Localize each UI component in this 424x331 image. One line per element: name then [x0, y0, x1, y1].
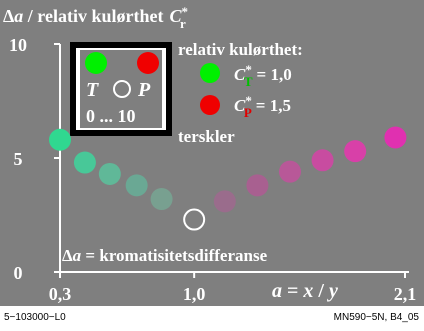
title-var: a — [14, 6, 23, 26]
inset-label-left: T — [86, 79, 99, 101]
footer-right: MN590−5N, B4_05 — [334, 312, 420, 323]
data-point-4 — [150, 188, 173, 211]
legend-p-sup: * — [245, 93, 252, 108]
data-point-5 — [183, 208, 206, 231]
annotation-delta: Δ — [62, 246, 73, 265]
legend-heading: relativ kulørthet: — [178, 40, 303, 59]
legend-entry-p: C* P = 1,5 — [234, 93, 291, 120]
data-point-8 — [279, 160, 301, 183]
legend-swatch-p — [200, 95, 220, 115]
x-tick-label: 0,3 — [49, 284, 72, 304]
footer-left: 5−103000−L0 — [4, 312, 66, 323]
delta-a-annotation: Δa = kromatisitetsdifferanse — [62, 246, 268, 265]
legend-footer: terskler — [178, 127, 235, 146]
xlabel-y: y — [327, 280, 338, 302]
data-point-10 — [344, 140, 367, 163]
title-sub: r — [180, 16, 186, 31]
legend-t-sub: T — [244, 74, 253, 89]
inset-swatch-left — [85, 52, 107, 74]
xaxis-label: a = x / y — [272, 280, 338, 302]
xlabel-x: x — [302, 280, 313, 302]
xlabel-slash: / — [313, 280, 329, 302]
data-point-2 — [98, 162, 121, 185]
inset-swatch-right — [137, 52, 159, 74]
legend-t-sup: * — [245, 62, 252, 77]
x-tick-label: 1,0 — [183, 284, 206, 304]
title-text: / relativ kulørthet — [23, 6, 163, 26]
annotation-var: a — [73, 246, 82, 265]
legend-p-sub: P — [244, 105, 252, 120]
data-series — [49, 126, 407, 231]
data-point-6 — [213, 190, 236, 213]
y-tick-label: 0 — [14, 263, 23, 283]
legend-swatch-t — [200, 63, 220, 83]
legend-t-sym: C — [234, 65, 246, 84]
title-sym: C — [169, 6, 182, 26]
legend-p-sym: C — [234, 96, 246, 115]
legend-entry-t: C* T = 1,0 — [234, 62, 292, 89]
x-tick-label: 2,1 — [394, 284, 417, 304]
xlabel-a: a — [272, 280, 282, 302]
data-point-3 — [125, 174, 148, 197]
xlabel-eq: = — [282, 280, 303, 302]
threshold-inset: T P 0 ... 10 — [70, 42, 172, 136]
inset-label-right: P — [137, 79, 151, 101]
legend-t-eq: = 1,0 — [257, 65, 292, 84]
data-point-11 — [384, 126, 407, 149]
inset-center-circle — [113, 80, 131, 98]
data-point-7 — [246, 174, 269, 197]
axes: 0 5 10 0,3 1,0 2,1 — [9, 35, 416, 304]
title-delta: Δ — [3, 6, 14, 26]
chart-title: Δa / relativ kulørthet C* r — [3, 4, 188, 31]
legend-p-eq: = 1,5 — [256, 96, 291, 115]
data-point-0 — [49, 128, 71, 151]
data-point-1 — [73, 151, 96, 174]
title-sup: * — [181, 4, 188, 19]
data-point-9 — [311, 149, 334, 172]
inset-range: 0 ... 10 — [86, 106, 136, 126]
y-tick-label: 5 — [14, 149, 23, 169]
y-tick-label: 10 — [9, 35, 27, 55]
annotation-text: = kromatisitetsdifferanse — [81, 246, 267, 265]
legend: relativ kulørthet: C* T = 1,0 C* P = 1,5 ter… — [178, 40, 303, 146]
footer-strip — [0, 306, 424, 331]
